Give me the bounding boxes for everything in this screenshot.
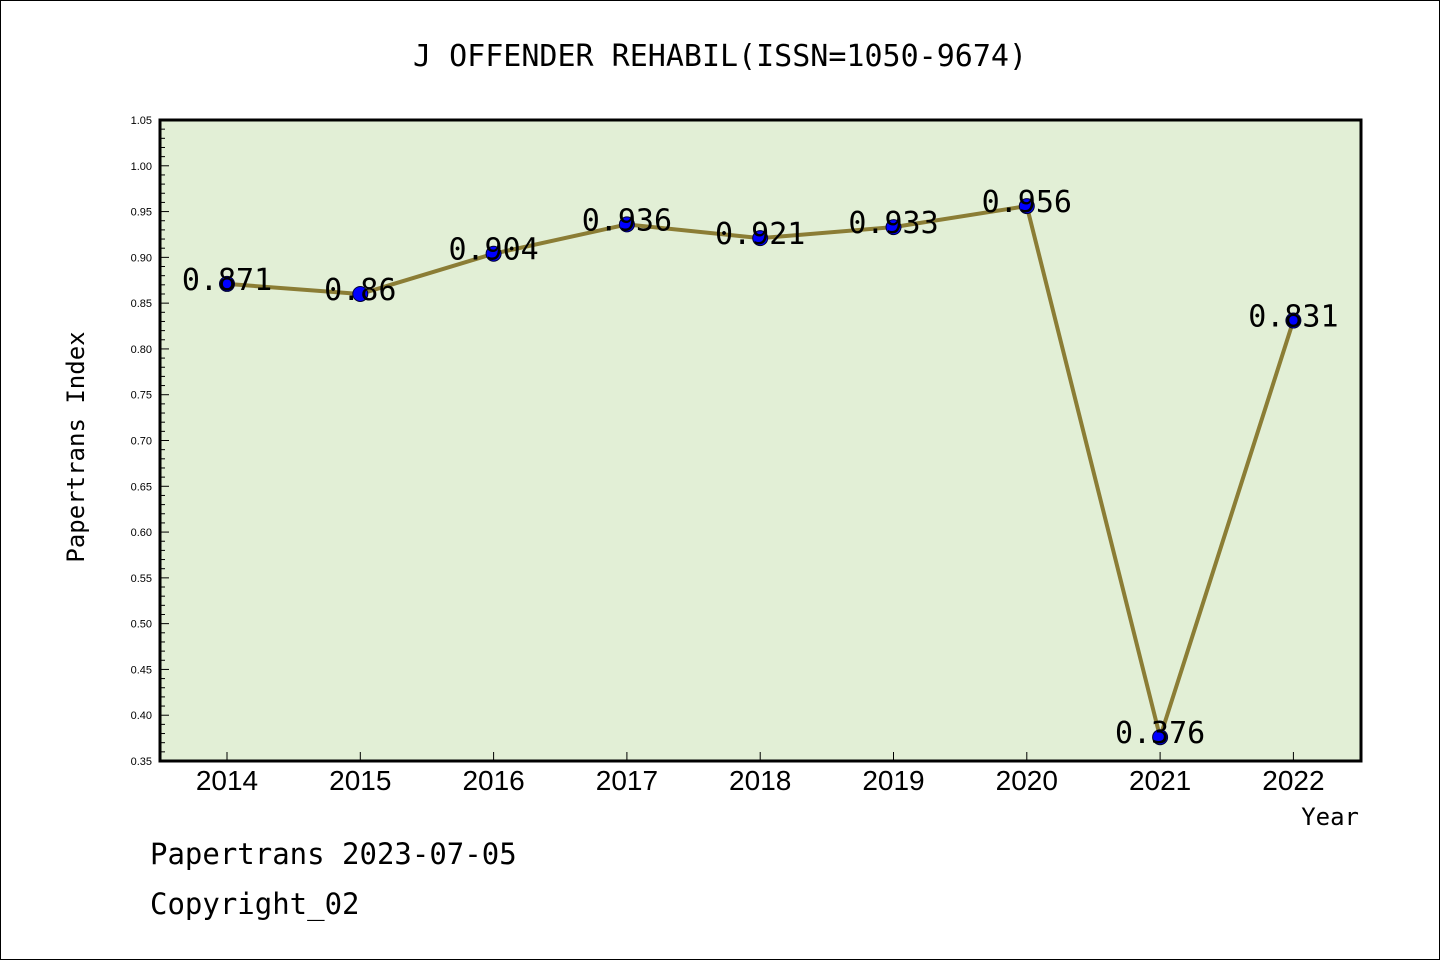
- y-tick-label: 1.05: [131, 115, 152, 127]
- y-tick-label: 0.35: [131, 756, 152, 768]
- data-label: 0.904: [448, 233, 538, 268]
- x-tick-label: 2017: [596, 765, 658, 796]
- data-point: [1018, 198, 1035, 215]
- data-point: [219, 275, 235, 292]
- y-tick-label: 0.65: [131, 481, 152, 493]
- y-tick-label: 0.95: [131, 207, 152, 219]
- x-tick-label: 2019: [862, 765, 924, 796]
- y-tick-label: 0.80: [131, 344, 152, 356]
- x-tick-label: 2016: [462, 765, 524, 796]
- plot-area: [160, 120, 1361, 761]
- data-point: [352, 285, 369, 302]
- x-tick-label: 2015: [329, 765, 391, 796]
- x-tick-label: 2022: [1262, 765, 1324, 796]
- x-tick-label: 2021: [1129, 765, 1191, 796]
- x-axis-ticks: 2014 2015 2016 2017 2018 2019 2020 2021 2022: [196, 752, 1325, 796]
- y-tick-label: 0.60: [131, 527, 152, 539]
- y-tick-label: 0.75: [131, 390, 152, 402]
- y-tick-label: 0.90: [131, 252, 152, 264]
- data-point: [752, 230, 769, 247]
- data-markers: [219, 198, 1302, 746]
- data-point: [485, 245, 502, 262]
- footer-copyright: Copyright_02: [150, 887, 360, 922]
- y-tick-label: 0.40: [131, 710, 152, 722]
- x-axis-title: Year: [1301, 803, 1359, 831]
- footer-date: Papertrans 2023-07-05: [150, 837, 517, 871]
- data-label: 0.376: [1115, 716, 1205, 751]
- data-label: 0.831: [1248, 300, 1338, 335]
- data-label: 0.933: [848, 206, 938, 241]
- y-tick-label: 0.85: [131, 298, 152, 310]
- x-tick-label: 2020: [996, 765, 1058, 796]
- y-tick-label: 0.50: [131, 619, 152, 631]
- y-tick-label: 1.00: [131, 161, 152, 173]
- data-point: [618, 216, 635, 233]
- data-point: [1152, 729, 1169, 746]
- data-label: 0.921: [715, 217, 805, 252]
- y-axis-title: Papertrans Index: [62, 331, 90, 562]
- y-tick-label: 0.45: [131, 664, 152, 676]
- y-tick-label: 0.70: [131, 436, 152, 448]
- x-tick-label: 2014: [196, 765, 258, 796]
- x-tick-label: 2018: [729, 765, 791, 796]
- chart-title: J OFFENDER REHABIL(ISSN=1050-9674): [413, 39, 1027, 74]
- data-labels: 0.871 0.86 0.904 0.936 0.921 0.933 0.956 0.376 0…: [182, 185, 1339, 751]
- data-label: 0.936: [582, 203, 672, 238]
- data-point: [1285, 312, 1302, 329]
- data-label: 0.956: [982, 185, 1072, 220]
- y-tick-label: 0.55: [131, 573, 152, 585]
- data-label: 0.86: [324, 273, 396, 308]
- plot-border: [158, 118, 1363, 763]
- data-point: [885, 219, 902, 236]
- data-label: 0.871: [182, 263, 272, 298]
